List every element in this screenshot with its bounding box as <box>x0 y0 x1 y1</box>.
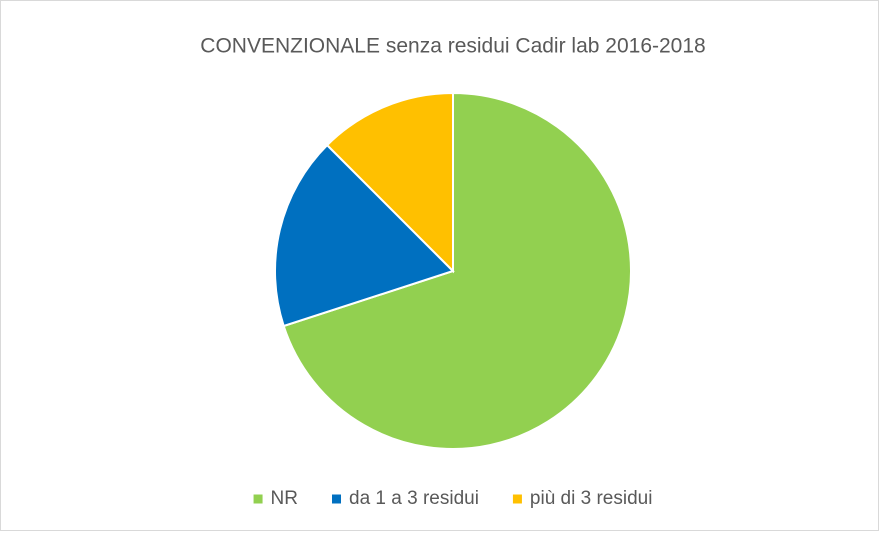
legend-label: NR <box>271 488 298 509</box>
legend-swatch <box>512 494 522 504</box>
pie-slice <box>325 91 454 274</box>
pie-slice <box>274 143 455 328</box>
legend-label: da 1 a 3 residui <box>349 488 479 509</box>
legend-swatch <box>253 494 263 504</box>
legend-label: più di 3 residui <box>530 488 653 509</box>
chart-title: CONVENZIONALE senza residui Cadir lab 20… <box>200 35 705 58</box>
pie-slice <box>282 91 632 450</box>
legend-swatch <box>332 494 342 504</box>
